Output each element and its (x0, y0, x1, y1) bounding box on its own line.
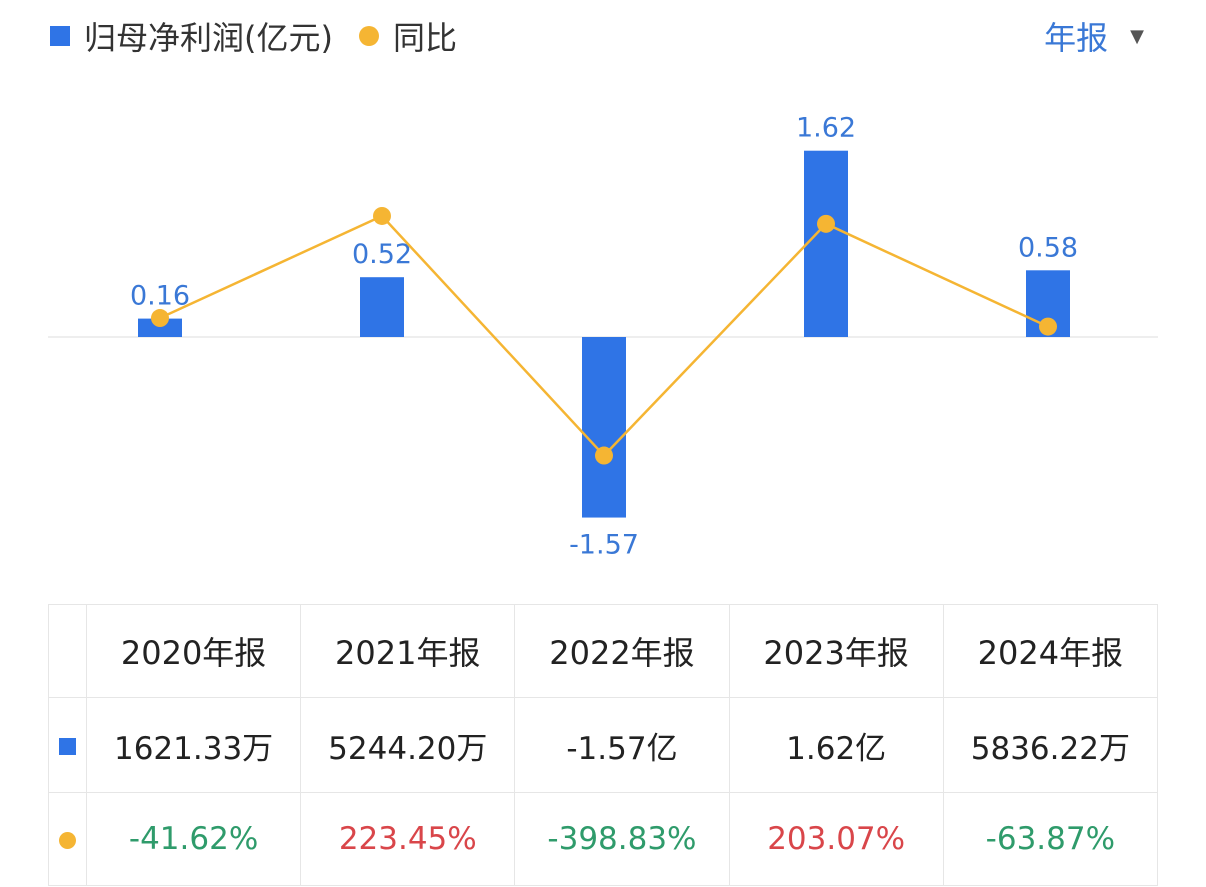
marker-cell-line (48, 792, 87, 886)
value-2020: 1621.33万 (85, 697, 302, 793)
yoy-2022: -398.83% (514, 792, 730, 886)
line-series-swatch-icon (358, 26, 379, 46)
value-2021: 5244.20万 (300, 697, 516, 793)
bar-series (138, 150, 1070, 518)
bar-label-4: 0.58 (1018, 232, 1078, 263)
yoy-2024: -63.87% (942, 792, 1159, 886)
bar-3 (804, 150, 848, 337)
legend-item-net-profit[interactable]: 归母净利润(亿元) (50, 13, 333, 59)
value-2024: 5836.22万 (942, 697, 1159, 793)
yoy-point-4 (1039, 317, 1057, 336)
header-2023: 2023年报 (728, 604, 944, 698)
yoy-point-1 (373, 206, 391, 225)
table-row-net-profit: 1621.33万 5244.20万 -1.57亿 1.62亿 5836.22万 (48, 697, 1159, 793)
bar-label-1: 0.52 (352, 239, 412, 270)
header-2021: 2021年报 (300, 604, 516, 698)
bar-1 (360, 277, 404, 337)
yoy-2021: 223.45% (300, 792, 516, 886)
data-table: 2020年报 2021年报 2022年报 2023年报 2024年报 1621.… (48, 604, 1159, 886)
legend-yoy-label: 同比 (392, 19, 457, 57)
bar-0 (138, 318, 182, 337)
header-2024: 2024年报 (942, 604, 1159, 698)
legend-net-profit-label: 归母净利润(亿元) (84, 19, 333, 57)
legend-item-yoy[interactable]: 同比 (358, 13, 457, 59)
bar-2 (582, 337, 626, 518)
line-series-marker-icon (59, 832, 76, 849)
yoy-points (151, 206, 1057, 465)
yoy-2020: -41.62% (85, 792, 302, 886)
marker-cell-empty (48, 604, 87, 698)
period-selector-label: 年报 (1044, 19, 1109, 57)
value-2023: 1.62亿 (728, 697, 944, 793)
yoy-2023: 203.07% (728, 792, 944, 886)
table-row-yoy: -41.62% 223.45% -398.83% 203.07% -63.87% (48, 792, 1159, 886)
bar-label-0: 0.16 (130, 281, 190, 312)
header-2020: 2020年报 (85, 604, 302, 698)
chart-legend: 归母净利润(亿元) 同比 (50, 14, 483, 58)
net-profit-chart: 0.16 0.52 -1.57 1.62 0.58 (48, 113, 1158, 561)
bar-data-labels: 0.16 0.52 -1.57 1.62 0.58 (130, 113, 1078, 561)
bar-series-marker-icon (59, 738, 76, 755)
table-header-row: 2020年报 2021年报 2022年报 2023年报 2024年报 (48, 604, 1159, 698)
bar-label-2: -1.57 (569, 530, 639, 561)
marker-cell-bar (48, 697, 87, 793)
yoy-point-3 (817, 214, 835, 233)
bar-label-3: 1.62 (796, 113, 856, 144)
period-selector[interactable]: 年报 ▼ (1044, 14, 1144, 58)
yoy-point-2 (595, 446, 613, 465)
yoy-point-0 (151, 309, 169, 328)
value-2022: -1.57亿 (514, 697, 730, 793)
bar-series-swatch-icon (50, 26, 70, 46)
header-2022: 2022年报 (514, 604, 730, 698)
caret-down-icon: ▼ (1130, 25, 1144, 47)
